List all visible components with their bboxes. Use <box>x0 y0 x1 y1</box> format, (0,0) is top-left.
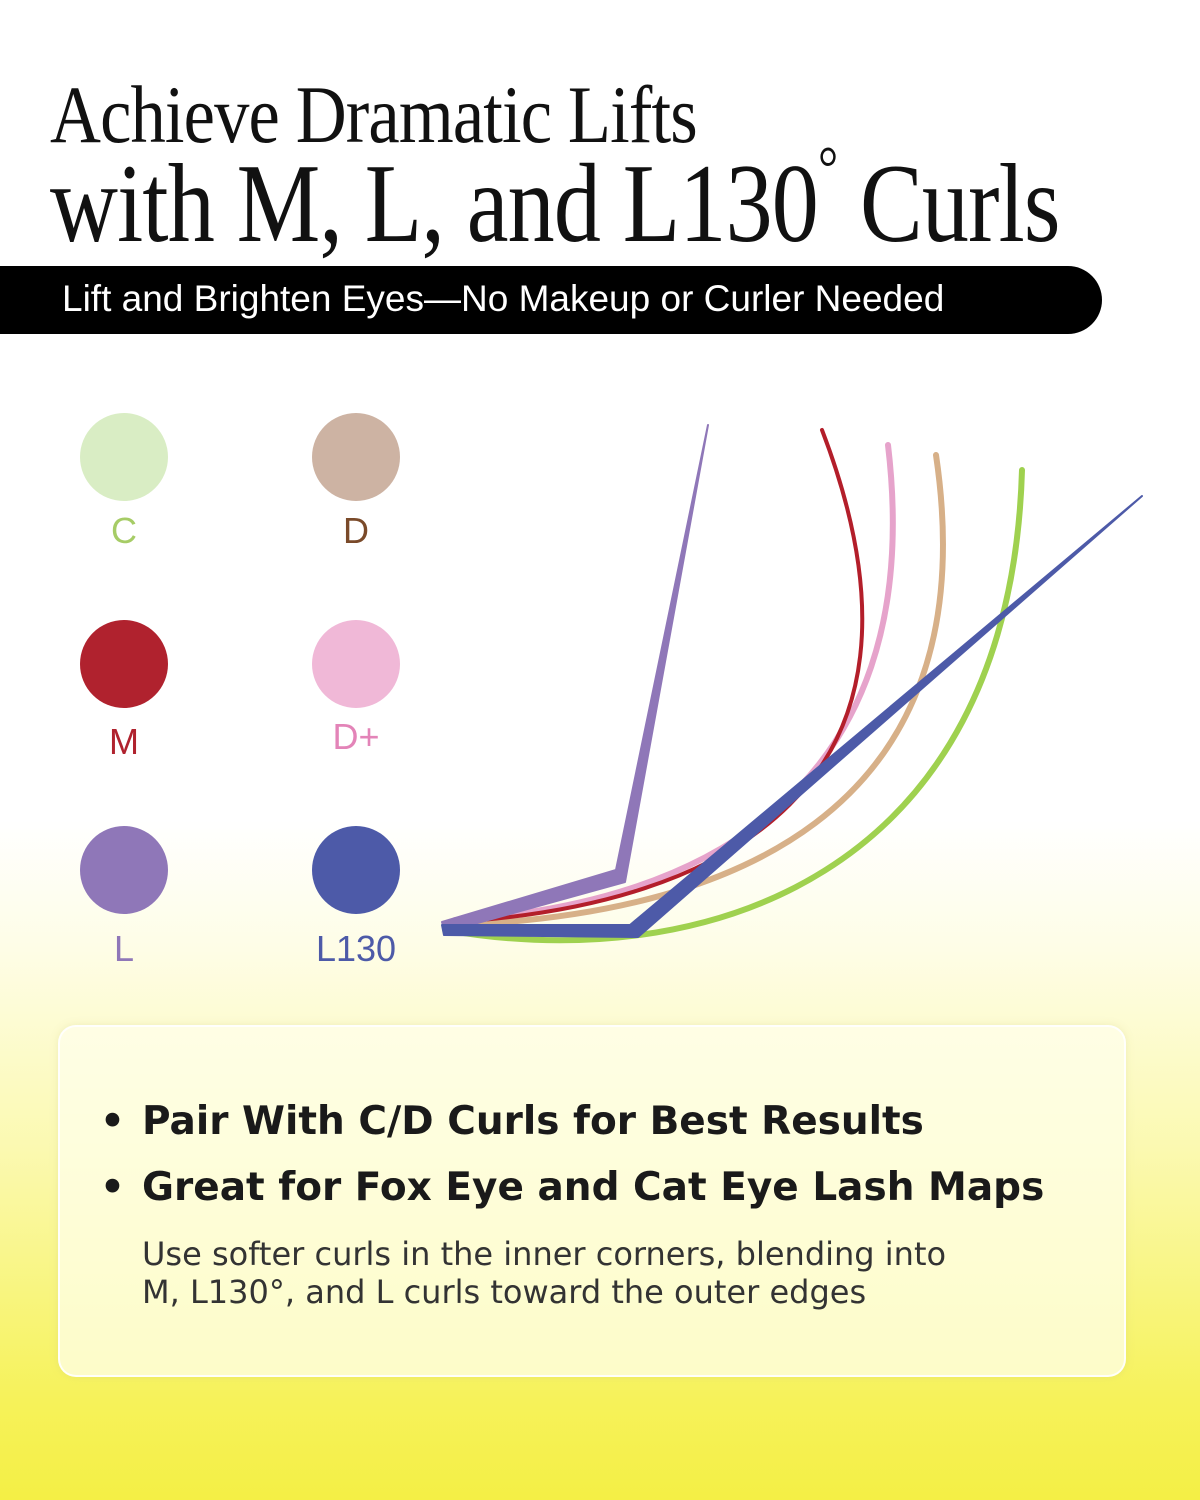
label-d: D <box>343 510 369 551</box>
bullet-item: • Pair With C/D Curls for Best Results <box>100 1099 924 1144</box>
swatch-c <box>80 413 168 501</box>
label-c: C <box>111 510 137 551</box>
bullet-symbol: • <box>100 1099 125 1144</box>
label-l130: L130 <box>315 928 397 969</box>
bullet-text: Pair With C/D Curls for Best Results <box>142 1099 924 1144</box>
headline-line-1: Achieve Dramatic Lifts <box>50 69 698 160</box>
bullet-symbol: • <box>100 1165 125 1210</box>
usage-note: Use softer curls in the inner corners, b… <box>142 1235 946 1311</box>
curve-d-plus <box>452 442 896 923</box>
label-m: M <box>109 721 139 762</box>
note-line-1: Use softer curls in the inner corners, b… <box>142 1235 947 1273</box>
subtitle-banner: Lift and Brighten Eyes—No Makeup or Curl… <box>0 266 1102 334</box>
swatch-l130 <box>312 826 400 914</box>
curve-c <box>442 467 1025 944</box>
swatch-d <box>312 413 400 501</box>
bullet-text: Great for Fox Eye and Cat Eye Lash Maps <box>142 1165 1045 1210</box>
curve-d <box>452 452 946 928</box>
headline-line-2: with M, L, and L130° Curls <box>50 135 1061 269</box>
swatch-m <box>80 620 168 708</box>
note-line-2: M, L130°, and L curls toward the outer e… <box>142 1273 867 1311</box>
degree-symbol: ° <box>817 135 838 201</box>
curve-l <box>441 424 709 933</box>
curve-l130 <box>441 495 1143 938</box>
swatch-d-plus <box>312 620 400 708</box>
banner-text: Lift and Brighten Eyes—No Makeup or Curl… <box>62 278 945 319</box>
tips-card: • Pair With C/D Curls for Best Results • G… <box>58 1025 1126 1377</box>
bullet-item: • Great for Fox Eye and Cat Eye Lash Maps <box>100 1165 1044 1210</box>
headline-prefix: with M, L, and L130 <box>50 142 819 266</box>
label-d-plus: D+ <box>332 716 380 757</box>
label-l: L <box>113 928 135 969</box>
headline-suffix: Curls <box>837 142 1061 266</box>
swatch-l <box>80 826 168 914</box>
